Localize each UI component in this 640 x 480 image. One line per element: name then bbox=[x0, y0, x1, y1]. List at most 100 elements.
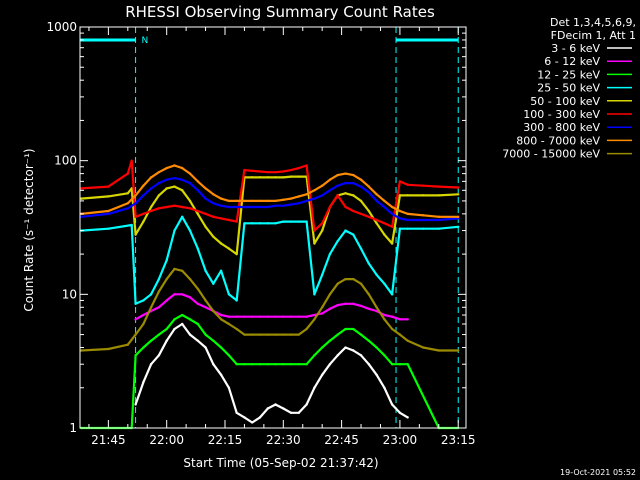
data-point bbox=[165, 277, 168, 281]
data-point bbox=[274, 315, 277, 318]
data-point bbox=[406, 318, 409, 321]
data-point bbox=[173, 318, 176, 321]
data-point bbox=[282, 407, 285, 410]
data-point bbox=[297, 195, 301, 198]
data-point bbox=[437, 349, 440, 352]
data-point bbox=[313, 313, 316, 317]
data-point bbox=[320, 194, 324, 197]
data-point bbox=[227, 205, 231, 209]
data-point bbox=[126, 172, 130, 175]
data-point bbox=[398, 180, 402, 183]
data-point bbox=[305, 315, 308, 318]
data-point bbox=[289, 197, 293, 200]
data-point bbox=[134, 333, 137, 336]
data-point bbox=[79, 197, 83, 200]
data-point bbox=[235, 327, 238, 331]
legend-label: 100 - 300 keV bbox=[523, 108, 600, 121]
data-point bbox=[266, 363, 269, 366]
data-point bbox=[149, 339, 153, 342]
data-point bbox=[297, 411, 301, 414]
plot-area: N 21:45 22:00 22:15 22:30 22:45 23:00 23:15 1 10 1… bbox=[46, 20, 475, 447]
data-point bbox=[107, 347, 110, 351]
data-point bbox=[383, 233, 386, 236]
data-point bbox=[375, 346, 378, 349]
data-point bbox=[289, 363, 293, 366]
data-point bbox=[149, 209, 153, 213]
data-point bbox=[188, 277, 192, 281]
data-point bbox=[107, 212, 110, 216]
data-point bbox=[336, 239, 339, 243]
data-point bbox=[142, 313, 145, 317]
data-point bbox=[406, 363, 409, 366]
data-point bbox=[204, 187, 207, 190]
data-point bbox=[196, 287, 199, 291]
data-point bbox=[235, 252, 238, 256]
data-point bbox=[457, 215, 460, 219]
data-point bbox=[336, 194, 339, 197]
legend-header-line-2: FDecim 1, Att 1 bbox=[551, 29, 636, 42]
data-point bbox=[204, 346, 207, 349]
data-point bbox=[212, 282, 215, 285]
data-point bbox=[196, 189, 199, 192]
data-point bbox=[235, 315, 238, 318]
data-point bbox=[367, 215, 371, 219]
data-point bbox=[328, 178, 332, 181]
data-point bbox=[142, 220, 145, 223]
data-point bbox=[196, 247, 199, 250]
legend-label: 3 - 6 keV bbox=[551, 42, 600, 55]
data-point bbox=[398, 194, 402, 197]
data-point bbox=[126, 202, 130, 205]
data-point bbox=[320, 346, 324, 349]
data-point bbox=[181, 215, 184, 219]
data-point bbox=[188, 318, 192, 321]
data-point bbox=[181, 313, 184, 317]
data-point bbox=[243, 199, 246, 203]
data-point bbox=[79, 215, 83, 219]
data-point bbox=[130, 223, 133, 227]
data-point bbox=[359, 199, 363, 203]
data-point bbox=[173, 229, 176, 232]
data-point bbox=[282, 315, 285, 318]
data-point bbox=[134, 318, 137, 321]
data-point bbox=[289, 315, 293, 318]
data-point bbox=[398, 217, 402, 220]
data-point bbox=[165, 327, 168, 331]
data-point bbox=[437, 185, 440, 188]
annotation-label: N bbox=[142, 36, 149, 46]
data-point bbox=[383, 318, 386, 321]
data-point bbox=[165, 259, 168, 262]
series-line bbox=[81, 164, 459, 218]
data-point bbox=[235, 299, 238, 302]
data-point bbox=[390, 242, 394, 245]
data-point bbox=[142, 381, 145, 384]
data-point bbox=[212, 339, 215, 342]
data-point bbox=[390, 327, 394, 331]
data-point bbox=[422, 227, 425, 230]
data-point bbox=[149, 306, 153, 309]
data-point bbox=[328, 205, 332, 209]
data-point bbox=[383, 282, 386, 285]
data-point bbox=[383, 354, 386, 357]
data-point bbox=[344, 205, 347, 209]
data-point bbox=[375, 309, 378, 313]
data-point bbox=[367, 185, 371, 188]
data-point bbox=[305, 403, 308, 406]
data-point bbox=[204, 299, 207, 302]
data-point bbox=[313, 386, 316, 389]
data-point bbox=[165, 178, 168, 181]
data-point bbox=[227, 247, 231, 250]
data-point bbox=[266, 407, 269, 410]
data-point bbox=[243, 333, 246, 336]
data-point bbox=[375, 373, 378, 377]
data-point bbox=[336, 333, 339, 336]
data-point bbox=[157, 354, 161, 357]
data-point bbox=[282, 333, 285, 336]
data-point bbox=[204, 212, 207, 216]
data-point bbox=[243, 222, 246, 225]
data-point bbox=[251, 363, 254, 366]
data-point bbox=[390, 205, 394, 209]
data-point bbox=[266, 176, 269, 179]
plot-frame bbox=[79, 26, 467, 429]
chart-title: RHESSI Observing Summary Count Rates bbox=[125, 3, 435, 21]
data-point bbox=[227, 199, 231, 203]
